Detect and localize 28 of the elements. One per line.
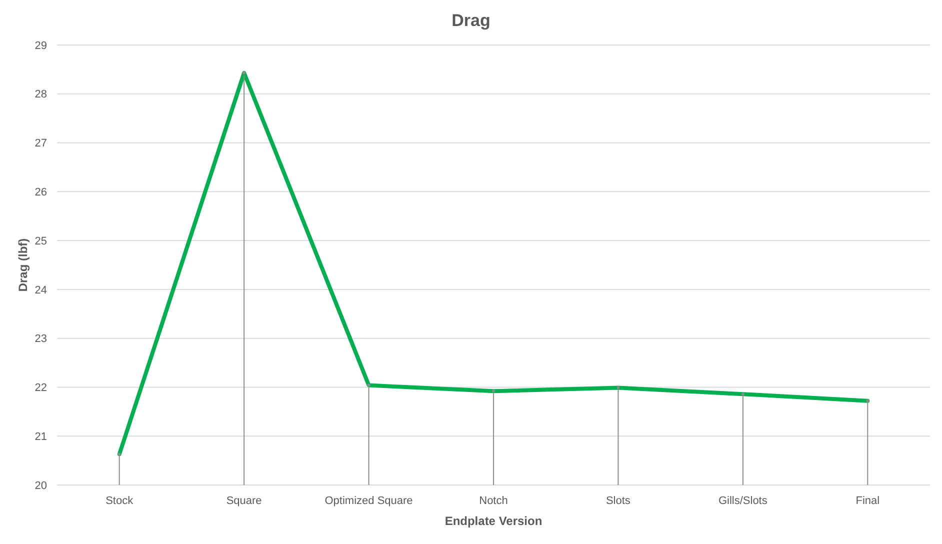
y-tick-label: 29 [34,40,47,52]
y-tick-label: 26 [34,186,47,199]
chart-title: Drag [452,11,490,30]
point [616,386,620,390]
y-tick-label: 23 [34,333,47,346]
x-tick-label: Gills/Slots [718,495,768,507]
x-tick-label: Slots [606,495,631,507]
point [118,452,121,456]
point [741,392,744,396]
point [367,384,370,387]
point [492,390,495,393]
y-tick-label: 28 [34,88,47,101]
y-tick-label: 22 [34,382,47,394]
y-tick-label: 25 [34,235,47,248]
point [866,399,870,402]
y-axis-title: Drag (lbf) [16,238,30,292]
y-tick-label: 27 [34,138,47,150]
line-series [117,70,870,456]
x-tick-label: Optimized Square [324,495,413,507]
y-tick-label: 24 [34,284,47,296]
x-tick-label: Square [226,495,262,507]
x-axis-title: Endplate Version [444,514,542,528]
y-tick-label: 21 [34,430,47,443]
x-tick-label: Notch [479,495,508,507]
x-tick-label: Stock [106,495,134,507]
y-tick-label: 20 [34,480,47,492]
x-tick-label: Final [856,495,880,507]
point [242,71,246,74]
